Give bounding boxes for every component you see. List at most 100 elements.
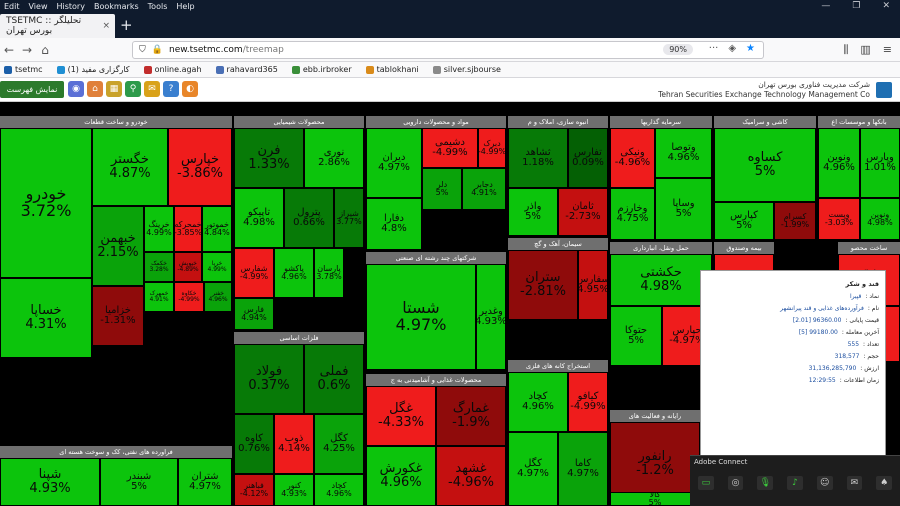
new-tab-icon[interactable]: +	[120, 16, 133, 34]
home-site-icon[interactable]: ⌂	[87, 81, 103, 97]
treemap-cell[interactable]: دفارا 4.8%	[366, 198, 422, 250]
treemap-cell[interactable]: غشهد -4.96%	[436, 446, 506, 506]
treemap-cell[interactable]: فملی 0.6%	[304, 344, 364, 414]
treemap-cell[interactable]: وپست -3.03%	[818, 198, 860, 240]
treemap-cell[interactable]: ثشاهد 1.18%	[508, 128, 568, 188]
treemap-cell[interactable]: فباهنر -4.12%	[234, 474, 274, 506]
message-icon[interactable]: ✉	[144, 81, 160, 97]
treemap-cell[interactable]: وتوصا 4.96%	[655, 128, 712, 178]
treemap-cell[interactable]: ونوین 4.98%	[860, 198, 900, 240]
bookmark-item[interactable]: کارگزاری مفید (1)	[56, 65, 130, 74]
treemap-cell[interactable]: شفارس -4.99%	[234, 248, 274, 298]
calculator-icon[interactable]: ▦	[106, 81, 122, 97]
treemap-cell[interactable]: دیران 4.97%	[366, 128, 422, 198]
treemap-cell[interactable]: وپارس 1.01%	[860, 128, 900, 198]
treemap-cell[interactable]: کیافو -4.99%	[568, 372, 608, 432]
treemap-cell[interactable]: خپویش -4.89%	[174, 252, 202, 282]
sidebar-icon[interactable]: ▥	[860, 43, 871, 56]
pocket-icon[interactable]: ◈	[728, 43, 737, 54]
screen-share-icon[interactable]: ▭	[698, 476, 714, 490]
treemap-cell[interactable]: غمارگ -1.9%	[436, 386, 506, 446]
treemap-cell[interactable]: خکمک 3.28%	[144, 252, 174, 282]
treemap-cell[interactable]: فارس 4.94%	[234, 298, 274, 330]
treemap-cell[interactable]: خبهمن 2.15%	[92, 206, 144, 286]
webcam-icon[interactable]: ◎	[727, 476, 744, 490]
treemap-cell[interactable]: کاوه 0.76%	[234, 414, 274, 474]
treemap-cell[interactable]: ذوب 4.14%	[274, 414, 314, 474]
bookmark-item[interactable]: silver.sjbourse	[432, 65, 501, 74]
treemap-cell[interactable]: دجابر 4.91%	[462, 168, 506, 210]
treemap-cell[interactable]: ونیکی -4.96%	[610, 128, 655, 188]
treemap-cell[interactable]: کاما 4.97%	[558, 432, 608, 506]
treemap-cell[interactable]: کچاد 4.96%	[314, 474, 364, 506]
library-icon[interactable]: ⫼	[843, 43, 849, 56]
maximize-icon[interactable]: ❐	[852, 1, 861, 11]
bookmark-item[interactable]: tsetmc	[4, 65, 43, 74]
shield-icon[interactable]: ⛉	[139, 45, 146, 55]
attendees-icon[interactable]: ☺	[816, 476, 833, 490]
menu-bookmarks[interactable]: Bookmarks	[93, 1, 139, 11]
treemap-cell[interactable]: دلر 5%	[422, 168, 462, 210]
treemap-cell[interactable]: کساوه 5%	[714, 128, 816, 202]
treemap-cell[interactable]: خریا 4.99%	[202, 252, 232, 282]
treemap-cell[interactable]: کگل 4.25%	[314, 414, 364, 474]
treemap-cell[interactable]: خپارس -3.86%	[168, 128, 232, 206]
treemap-cell[interactable]: سفارس4.95%	[578, 250, 608, 320]
treemap-cell[interactable]: پترول 0.66%	[284, 188, 334, 248]
treemap-cell[interactable]: ستران -2.81%	[508, 250, 578, 320]
close-window-icon[interactable]: ✕	[882, 1, 890, 11]
minimize-icon[interactable]: —	[821, 1, 831, 11]
treemap-cell[interactable]: کگل 4.97%	[508, 432, 558, 506]
treemap-cell[interactable]: شپنا 4.93%	[0, 458, 100, 506]
treemap-cell[interactable]: واذر 5%	[508, 188, 558, 236]
help-icon[interactable]: ?	[163, 81, 179, 97]
treemap-cell[interactable]: غگل -4.33%	[366, 386, 436, 446]
bookmark-item[interactable]: tablokhani	[365, 65, 419, 74]
chart-icon[interactable]: ◐	[182, 81, 198, 97]
treemap-cell[interactable]: تفارس 0.09%	[568, 128, 608, 188]
menu-view[interactable]: View	[28, 1, 48, 11]
treemap-cell[interactable]: شتران 4.97%	[178, 458, 232, 506]
treemap-cell[interactable]: فولاد 0.37%	[234, 344, 304, 414]
menu-history[interactable]: History	[56, 1, 85, 11]
treemap-cell[interactable]: شستا 4.97%	[366, 264, 476, 370]
treemap-cell[interactable]: تاپیکو 4.98%	[234, 188, 284, 248]
treemap-cell[interactable]: خموتور 4.84%	[202, 206, 232, 252]
treemap-cell[interactable]: وغدیر 4.93%	[476, 264, 506, 370]
bookmark-star-icon[interactable]: ★	[746, 43, 755, 54]
forward-icon[interactable]: →	[21, 42, 33, 57]
treemap-cell[interactable]: غکورش 4.96%	[366, 446, 436, 506]
chat-icon[interactable]: ✉	[846, 476, 863, 490]
speaker-icon[interactable]: ♪	[787, 476, 803, 490]
tab-close-icon[interactable]: ×	[102, 21, 110, 31]
treemap-cell[interactable]: خکاوه -4.99%	[174, 282, 204, 312]
back-icon[interactable]: ←	[3, 42, 15, 57]
hamburger-menu-icon[interactable]: ≡	[882, 43, 892, 56]
treemap-cell[interactable]: کنور 4.93%	[274, 474, 314, 506]
search-site-icon[interactable]: ⚲	[125, 81, 141, 97]
treemap-cell[interactable]: شیراز 3.77%	[334, 188, 364, 248]
treemap-cell[interactable]: خودرو 3.72%	[0, 128, 92, 278]
treemap-cell[interactable]: خمهرک 4.91%	[144, 282, 174, 312]
treemap-cell[interactable]: وساپا 5%	[655, 178, 712, 240]
bookmark-item[interactable]: ebb.irbroker	[291, 65, 352, 74]
lock-icon[interactable]: 🔒	[151, 45, 163, 55]
zoom-level[interactable]: 90%	[663, 44, 693, 55]
treemap-cell[interactable]: حتوکا 5%	[610, 306, 662, 366]
treemap-cell[interactable]: ونوین 4.96%	[818, 128, 860, 198]
treemap-cell[interactable]: کپارس 5%	[714, 202, 774, 240]
globe-icon[interactable]: ◉	[68, 81, 84, 97]
treemap-cell[interactable]: خفنر 4.96%	[204, 282, 232, 312]
url-bar[interactable]: ⛉ 🔒 new.tsetmc.com/treemap 90% ··· ◈ ★	[132, 41, 764, 59]
treemap-cell[interactable]: خگستر 4.87%	[92, 128, 168, 206]
treemap-cell[interactable]: کچاد 4.96%	[508, 372, 568, 432]
treemap-cell[interactable]: دشیمی -4.99%	[422, 128, 478, 168]
treemap-cell[interactable]: خساپا 4.31%	[0, 278, 92, 358]
treemap-cell[interactable]: خزامیا -1.31%	[92, 286, 144, 346]
menu-help[interactable]: Help	[176, 1, 195, 11]
more-icon[interactable]: ···	[708, 43, 719, 54]
treemap-cell[interactable]: پاکشو 4.96%	[274, 248, 314, 298]
show-list-button[interactable]: نمایش فهرست	[0, 81, 64, 98]
treemap-cell[interactable]: ثامان -2.73%	[558, 188, 608, 236]
notification-icon[interactable]: ♠	[876, 476, 893, 490]
